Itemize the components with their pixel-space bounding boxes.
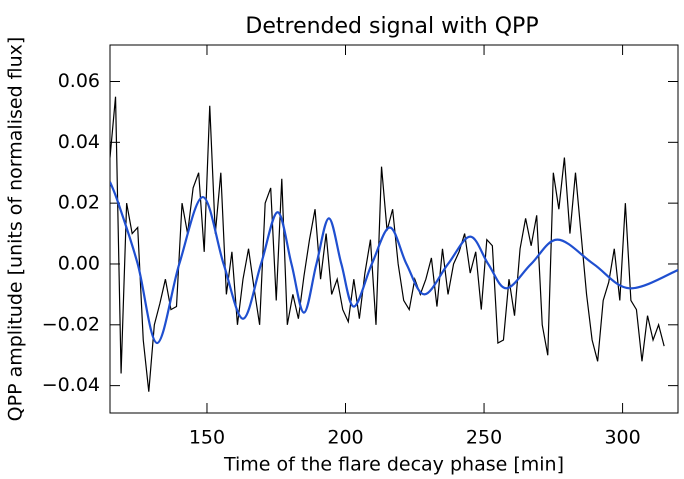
y-tick-label: 0.00 (58, 252, 100, 274)
y-tick-label: −0.04 (42, 374, 100, 396)
series-line (110, 96, 665, 392)
x-tick-label: 150 (189, 427, 225, 449)
x-axis-label: Time of the flare decay phase [min] (223, 454, 564, 476)
y-axis-label: QPP amplitude [units of normalised flux] (5, 37, 27, 422)
x-tick-label: 200 (327, 427, 363, 449)
y-tick-label: 0.06 (58, 70, 100, 92)
y-tick-label: 0.02 (58, 192, 100, 214)
plot-frame (109, 44, 679, 414)
x-tick-label: 250 (466, 427, 502, 449)
series-line (110, 181, 678, 345)
y-tick-label: −0.02 (42, 313, 100, 335)
chart-title: Detrended signal with QPP (245, 14, 538, 39)
y-tick-label: 0.04 (58, 131, 100, 153)
x-tick-label: 300 (604, 427, 640, 449)
